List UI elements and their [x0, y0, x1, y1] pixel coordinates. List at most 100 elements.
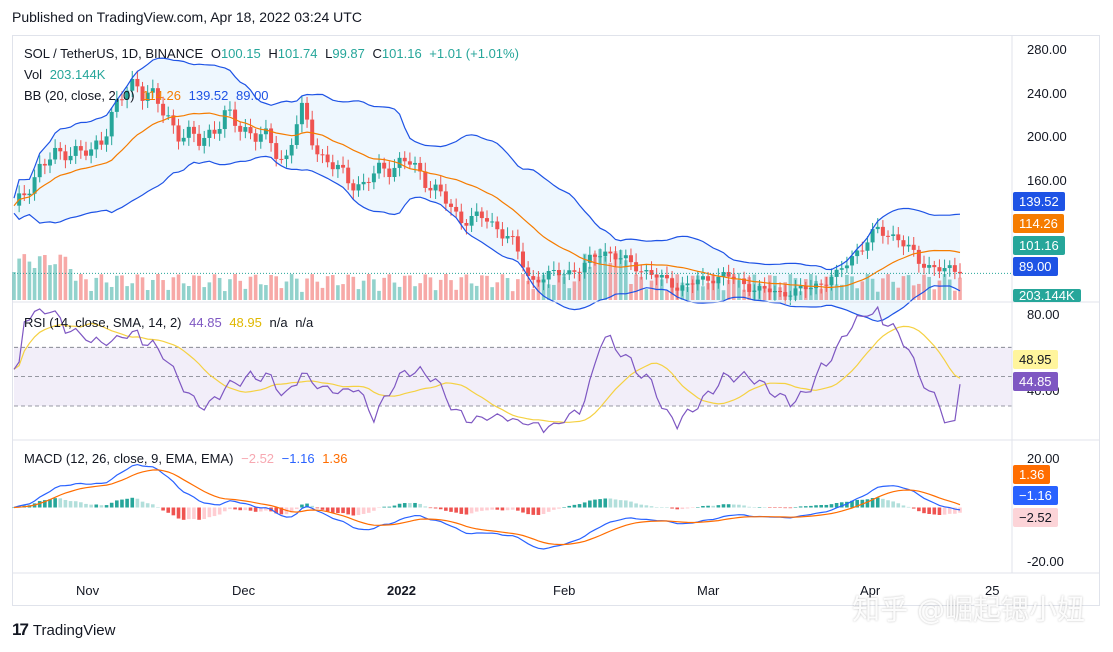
candle-body	[150, 88, 155, 93]
macd-hist-bar	[541, 507, 546, 515]
macd-hist-bar	[737, 504, 741, 508]
candle-body	[382, 162, 387, 169]
volume-bar	[17, 258, 21, 300]
macd-hist-bar	[79, 502, 83, 508]
macd-hist-bar	[896, 503, 901, 508]
macd-hist-bar	[43, 500, 47, 508]
candle-body	[613, 253, 618, 260]
macd-tick-neg20: -20.00	[1027, 554, 1064, 569]
macd-hist-bar	[469, 507, 474, 514]
volume-bar	[922, 274, 926, 300]
candle-body	[145, 92, 150, 101]
macd-hist-bar	[557, 507, 561, 509]
volume-bar	[73, 280, 78, 300]
macd-hist-bar	[402, 503, 407, 508]
volume-bar	[572, 281, 577, 300]
macd-hist-bar	[886, 500, 890, 508]
candle-body	[289, 144, 294, 156]
volume-bar	[870, 278, 875, 300]
volume-bar	[361, 280, 366, 300]
volume-bar	[875, 291, 880, 300]
candle-body	[875, 226, 880, 230]
close-label: C	[372, 46, 382, 61]
volume-bar	[886, 274, 890, 300]
volume-bar	[701, 286, 705, 300]
volume-bar	[382, 277, 386, 300]
macd-hist-bar	[428, 507, 433, 509]
candle-body	[371, 173, 376, 183]
macd-hist-bar	[310, 505, 314, 508]
candle-body	[639, 271, 644, 273]
candle-body	[762, 286, 767, 289]
macd-hist-bar	[248, 507, 253, 511]
candle-body	[608, 251, 613, 254]
time-label-2022: 2022	[387, 583, 416, 598]
candle-body	[191, 126, 196, 134]
macd-hist-bar	[187, 507, 191, 520]
volume-bar	[495, 282, 500, 300]
macd-signal-tag: 1.36	[1013, 465, 1051, 484]
volume-bar	[222, 291, 227, 300]
time-label-dec: Dec	[232, 583, 256, 598]
bb-label: BB (20, close, 2, 0)	[24, 88, 135, 103]
volume-bar	[906, 275, 911, 300]
macd-hist-bar	[341, 507, 345, 514]
candle-body	[824, 284, 829, 286]
volume-bar	[377, 290, 381, 300]
rsi-ma-line	[13, 322, 961, 423]
volume-bar	[228, 279, 232, 300]
candle-body	[402, 157, 407, 162]
candle-body	[83, 150, 88, 156]
candle-body	[680, 285, 685, 291]
macd-hist-bar	[474, 507, 479, 512]
macd-hist-bar	[438, 507, 443, 510]
candle-body	[135, 78, 140, 87]
rsi-line	[13, 305, 961, 434]
candle-body	[778, 291, 783, 293]
volume-bar	[397, 286, 402, 300]
tradingview-logo[interactable]: 17 TradingView	[12, 620, 115, 640]
volume-bar	[294, 278, 299, 300]
macd-hist-bar	[315, 507, 320, 509]
volume-bar	[860, 281, 865, 300]
macd-hist-bar	[809, 505, 813, 508]
macd-hist-bar	[320, 507, 325, 510]
volume-bar	[140, 277, 145, 300]
macd-hist-bar	[418, 503, 422, 508]
macd-hist-bar	[151, 504, 155, 508]
candle-body	[361, 181, 366, 185]
volume-bar	[726, 279, 731, 300]
candle-body	[716, 276, 721, 284]
macd-hist-bar	[408, 503, 412, 508]
macd-hist-bar	[783, 507, 787, 509]
volume-bar	[330, 275, 335, 300]
macd-legend: MACD (12, 26, close, 9, EMA, EMA) −2.52 …	[24, 451, 352, 466]
macd-hist-bar	[279, 507, 284, 515]
candle-body	[808, 288, 813, 290]
candle-body	[377, 162, 382, 174]
macd-hist-bar	[582, 502, 587, 508]
macd-hist-bar	[906, 506, 911, 508]
macd-hist-bar	[593, 499, 597, 508]
macd-hist-bar	[865, 499, 870, 508]
macd-hist-bar	[917, 507, 921, 512]
macd-hist-bar	[330, 507, 335, 513]
symbol-label: SOL / TetherUS, 1D, BINANCE	[24, 46, 204, 61]
macd-hist-bar	[531, 507, 536, 515]
volume-bar	[665, 290, 669, 300]
candle-body	[346, 167, 351, 184]
candle-body	[788, 295, 793, 297]
macd-hist-bar	[690, 507, 695, 508]
macd-hist-bar	[238, 507, 243, 511]
macd-hist-bar	[202, 507, 207, 519]
macd-hist-bar	[289, 507, 294, 513]
volume-bar	[891, 281, 895, 300]
candle-body	[844, 265, 849, 269]
macd-hist-bar	[145, 503, 150, 508]
volume-bar	[187, 286, 191, 300]
macd-hist-bar	[192, 507, 196, 519]
volume-bar	[845, 274, 849, 300]
candle-body	[695, 279, 700, 285]
macd-hist-bar	[510, 507, 515, 510]
